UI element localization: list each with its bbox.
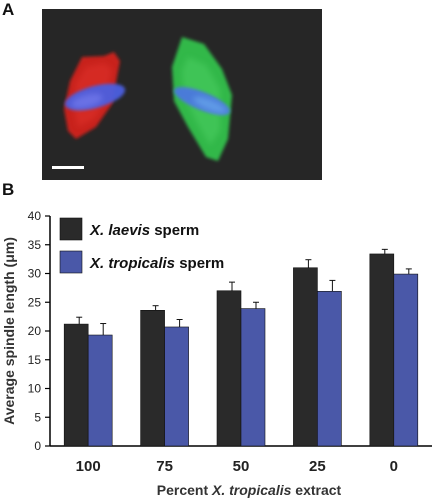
scale-bar: [52, 166, 84, 169]
bar: [140, 310, 165, 447]
y-tick-label: 0: [34, 439, 41, 453]
legend-label: X. laevis sperm: [89, 222, 199, 239]
bar: [317, 291, 342, 447]
x-tick-label: 100: [76, 458, 101, 475]
bar: [393, 273, 419, 447]
legend-swatch: [59, 250, 83, 274]
x-tick-label: 50: [233, 458, 250, 475]
y-tick-label: 40: [28, 209, 42, 223]
y-tick-label: 5: [34, 410, 41, 424]
bar: [164, 326, 189, 447]
legend-label: X. tropicalis sperm: [89, 255, 224, 272]
x-tick-label: 25: [309, 458, 326, 475]
spindle-micrograph: [42, 9, 322, 180]
y-tick-label: 30: [28, 267, 42, 281]
bar: [87, 334, 113, 447]
bar: [240, 308, 266, 447]
bar: [63, 323, 89, 447]
panel-a-label: A: [2, 0, 15, 19]
bar: [216, 290, 242, 447]
panel-b-label: B: [2, 180, 15, 199]
y-tick-label: 10: [28, 382, 42, 396]
bar: [369, 253, 395, 447]
legend-swatch: [59, 217, 83, 241]
y-tick-label: 15: [28, 353, 42, 367]
x-tick-label: 75: [156, 458, 173, 475]
x-tick-label: 0: [390, 458, 398, 475]
y-tick-label: 25: [28, 295, 42, 309]
y-tick-label: 35: [28, 238, 42, 252]
bar: [293, 267, 318, 447]
y-tick-label: 20: [28, 324, 42, 338]
bar-chart: 0 5 10 15 20 25 30 35 40 Average spindle length (…: [1, 209, 432, 498]
x-axis-title: Percent X. tropicalis extract: [157, 482, 342, 498]
y-axis-title: Average spindle length (μm): [1, 237, 17, 425]
